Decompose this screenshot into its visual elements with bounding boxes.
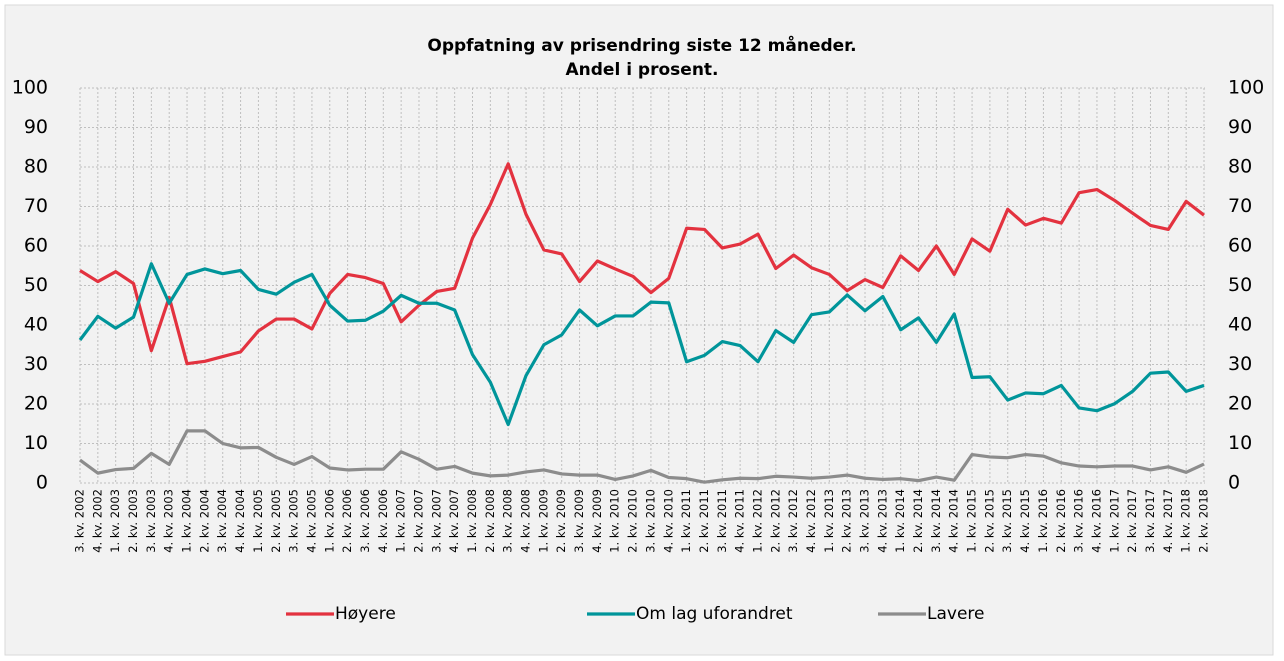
x-tick-label: 4. kv. 2011 (733, 489, 747, 553)
x-tick-label: 1. kv. 2013 (822, 489, 836, 553)
x-tick-label: 3. kv. 2004 (215, 489, 229, 553)
x-tick-label: 3. kv. 2005 (287, 489, 301, 553)
x-tick-label: 2. kv. 2012 (768, 489, 782, 553)
legend-label: Høyere (335, 604, 396, 624)
y2-tick-label: 30 (1228, 353, 1252, 375)
x-tick-label: 4. kv. 2007 (447, 489, 461, 553)
x-tick-label: 2. kv. 2007 (411, 489, 425, 553)
x-tick-label: 2. kv. 2003 (126, 489, 140, 553)
x-tick-label: 1. kv. 2012 (750, 489, 764, 553)
legend-label: Lavere (927, 604, 984, 624)
x-tick-label: 2. kv. 2017 (1125, 489, 1139, 553)
y-tick-label: 70 (24, 195, 48, 217)
x-tick-label: 2. kv. 2006 (340, 489, 354, 553)
y-tick-label: 30 (24, 353, 48, 375)
x-tick-label: 3. kv. 2008 (501, 489, 515, 553)
x-tick-label: 2. kv. 2010 (626, 489, 640, 553)
legend-label: Om lag uforandret (636, 604, 793, 624)
y-tick-label: 20 (24, 393, 48, 415)
y2-tick-label: 50 (1228, 274, 1252, 296)
x-tick-label: 4. kv. 2017 (1161, 489, 1175, 553)
x-tick-label: 3. kv. 2009 (572, 489, 586, 553)
chart-background (4, 4, 1274, 656)
x-tick-label: 3. kv. 2002 (73, 489, 87, 553)
line-series (79, 162, 1205, 366)
x-tick-label: 3. kv. 2007 (429, 489, 443, 553)
line-series (78, 262, 1205, 427)
x-tick-label: 4. kv. 2006 (376, 489, 390, 553)
x-tick-label: 4. kv. 2016 (1089, 489, 1103, 553)
x-tick-label: 1. kv. 2008 (465, 489, 479, 553)
y-tick-label: 0 (36, 472, 48, 494)
x-tick-label: 4. kv. 2005 (304, 489, 318, 553)
x-tick-label: 4. kv. 2014 (947, 489, 961, 553)
y2-tick-label: 0 (1228, 472, 1240, 494)
y2-tick-label: 60 (1228, 235, 1252, 257)
x-tick-label: 3. kv. 2016 (1072, 489, 1086, 553)
x-tick-label: 3. kv. 2015 (1000, 489, 1014, 553)
x-tick-label: 1. kv. 2015 (965, 489, 979, 553)
x-tick-label: 3. kv. 2010 (643, 489, 657, 553)
x-tick-label: 1. kv. 2011 (679, 489, 693, 553)
x-tick-label: 2. kv. 2016 (1054, 489, 1068, 553)
x-tick-label: 3. kv. 2006 (358, 489, 372, 553)
x-tick-label: 2. kv. 2011 (697, 489, 711, 553)
y-tick-label: 40 (24, 314, 48, 336)
y2-tick-label: 80 (1228, 156, 1252, 178)
x-tick-label: 2. kv. 2015 (982, 489, 996, 553)
y2-tick-label: 20 (1228, 393, 1252, 415)
y-tick-label: 50 (24, 274, 48, 296)
x-tick-label: 2. kv. 2004 (197, 489, 211, 553)
x-tick-label: 2. kv. 2005 (269, 489, 283, 553)
x-tick-label: 3. kv. 2013 (858, 489, 872, 553)
y2-tick-label: 10 (1228, 432, 1252, 454)
x-tick-label: 3. kv. 2014 (929, 489, 943, 553)
x-tick-label: 1. kv. 2004 (180, 489, 194, 553)
x-tick-label: 1. kv. 2003 (108, 489, 122, 553)
x-tick-label: 2. kv. 2014 (911, 489, 925, 553)
y2-tick-label: 100 (1228, 77, 1264, 99)
x-tick-label: 4. kv. 2004 (233, 489, 247, 553)
x-tick-label: 2. kv. 2013 (840, 489, 854, 553)
chart-title: Oppfatning av prisendring siste 12 måned… (427, 34, 856, 56)
y2-tick-label: 40 (1228, 314, 1252, 336)
y-tick-label: 60 (24, 235, 48, 257)
x-tick-label: 3. kv. 2003 (144, 489, 158, 553)
x-tick-label: 2. kv. 2018 (1197, 489, 1211, 553)
x-tick-label: 4. kv. 2010 (661, 489, 675, 553)
chart-subtitle: Andel i prosent. (565, 60, 718, 80)
x-tick-label: 1. kv. 2009 (536, 489, 550, 553)
x-tick-label: 1. kv. 2005 (251, 489, 265, 553)
x-tick-label: 4. kv. 2013 (875, 489, 889, 553)
x-tick-label: 4. kv. 2009 (590, 489, 604, 553)
x-tick-label: 4. kv. 2002 (90, 489, 104, 553)
x-tick-label: 2. kv. 2008 (483, 489, 497, 553)
x-tick-label: 1. kv. 2017 (1107, 489, 1121, 553)
x-tick-label: 3. kv. 2017 (1143, 489, 1157, 553)
x-tick-label: 1. kv. 2006 (322, 489, 336, 553)
x-tick-label: 1. kv. 2007 (394, 489, 408, 553)
x-tick-label: 1. kv. 2010 (608, 489, 622, 553)
x-tick-label: 4. kv. 2008 (519, 489, 533, 553)
y-tick-label: 90 (24, 116, 48, 138)
y2-tick-label: 90 (1228, 116, 1252, 138)
y-tick-label: 10 (24, 432, 48, 454)
x-tick-label: 1. kv. 2014 (893, 489, 907, 553)
y-tick-label: 100 (12, 77, 48, 99)
y2-tick-label: 70 (1228, 195, 1252, 217)
y-tick-label: 80 (24, 156, 48, 178)
x-tick-label: 2. kv. 2009 (554, 489, 568, 553)
x-tick-label: 4. kv. 2015 (1018, 489, 1032, 553)
x-tick-label: 3. kv. 2011 (715, 489, 729, 553)
x-tick-label: 3. kv. 2012 (786, 489, 800, 553)
x-tick-label: 4. kv. 2003 (162, 489, 176, 553)
x-tick-label: 1. kv. 2016 (1036, 489, 1050, 553)
x-tick-label: 1. kv. 2018 (1179, 489, 1193, 553)
x-tick-label: 4. kv. 2012 (804, 489, 818, 553)
line-series (79, 429, 1205, 484)
